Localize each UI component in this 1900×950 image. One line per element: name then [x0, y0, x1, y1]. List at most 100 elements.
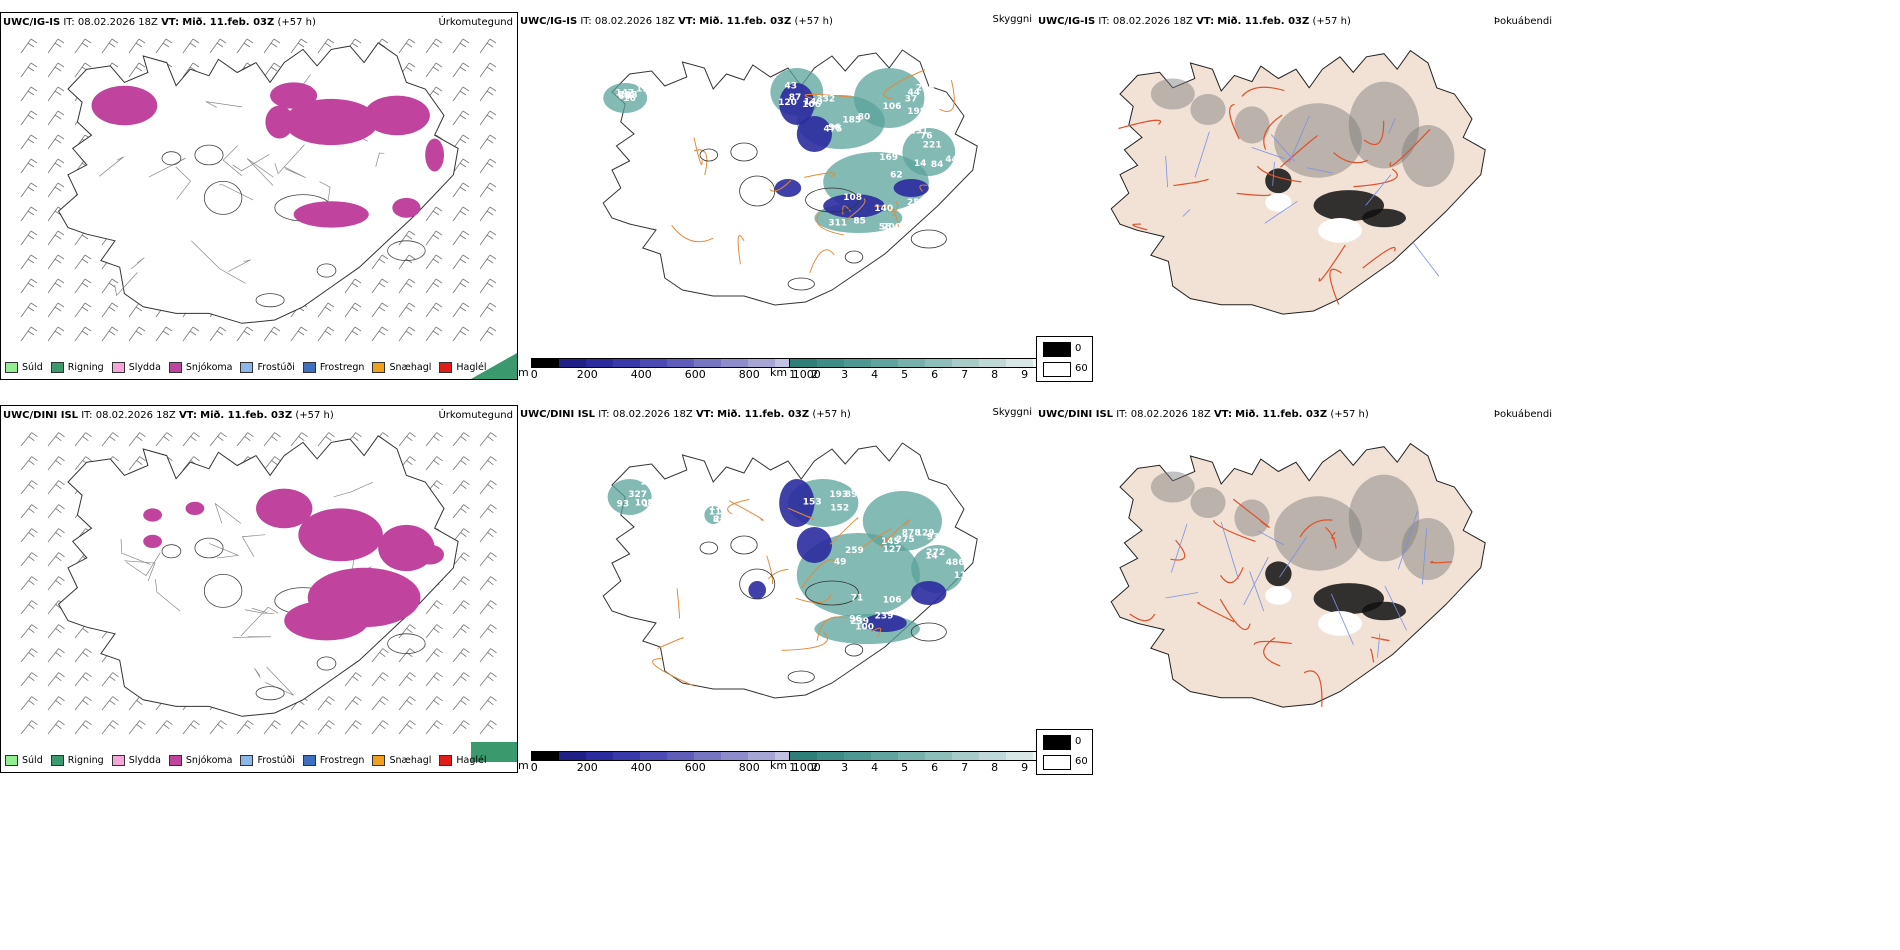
model-name: UWC/IG-IS — [3, 17, 61, 28]
fog-dark-area — [1265, 168, 1406, 228]
legend-swatch — [168, 755, 182, 766]
ceiling-bar-segment — [666, 752, 694, 760]
ceiling-bar-segment — [774, 752, 802, 760]
legend-label: Rigning — [67, 755, 104, 766]
rain-area — [471, 742, 517, 762]
ceiling-label: 44 — [908, 88, 921, 98]
ceiling-label: 153 — [803, 498, 822, 508]
legend-label: Frostregn — [319, 362, 365, 373]
ceiling-label: 259 — [845, 546, 864, 556]
precip-legend-item: Frostúði — [240, 362, 295, 373]
ceiling-label: 225 — [916, 84, 935, 94]
ceiling-bar-tick: 200 — [576, 368, 598, 381]
legend-label: Snæhagl — [389, 755, 432, 766]
ceiling-bar-unit: m — [518, 759, 529, 772]
precip-panel-label: Úrkomutegund — [438, 17, 513, 28]
precip-legend-item: Snjókoma — [168, 362, 232, 373]
visibility-bar-tick: 7 — [961, 368, 969, 381]
valid-time-label: VT: — [178, 410, 197, 421]
legend-swatch — [168, 362, 182, 373]
ceiling-label: 878 — [902, 529, 921, 539]
ceiling-bar-segment — [774, 359, 802, 367]
precip-legend-item: Frostúði — [240, 755, 295, 766]
ceiling-label: 221 — [923, 140, 942, 150]
visibility-bar-tick: 8 — [991, 368, 999, 381]
init-time-value: 08.02.2026 18Z — [1130, 409, 1211, 420]
valid-time-label: VT: — [1213, 409, 1232, 420]
visibility-bar-segment — [898, 752, 926, 760]
ceiling-bar-tick: 400 — [630, 368, 652, 381]
visibility-bar-segment — [925, 752, 953, 760]
visibility-bar-tick: 9 — [1021, 368, 1029, 381]
ceiling-bar-segment — [693, 752, 721, 760]
ceiling-visibility-map: 108 113 89 71 93 14 239 175 215 193 49 145 486 239 327… — [602, 442, 978, 699]
valid-time-label: VT: — [1196, 16, 1215, 27]
visibility-bar-unit: km — [770, 759, 788, 772]
visibility-bar-segment — [871, 752, 899, 760]
legend-swatch — [302, 362, 316, 373]
ceiling-label: 56 — [879, 223, 892, 233]
visibility-bar-segment — [1006, 359, 1034, 367]
ceiling-bar-tick: 1000 — [792, 761, 821, 774]
legend-label: Snjókoma — [185, 755, 233, 766]
ceiling-bar-segment — [747, 752, 775, 760]
legend-swatch — [240, 755, 254, 766]
glaciers-white — [1265, 586, 1362, 704]
visibility-bar-segment — [790, 359, 818, 367]
fog-legend-value-1: 60 — [1075, 363, 1088, 374]
lead-time: (+57 h) — [277, 17, 316, 28]
road-lines — [1129, 498, 1453, 707]
init-time-value: 08.02.2026 18Z — [1112, 16, 1193, 27]
visibility-bar-tick: 3 — [841, 761, 849, 774]
ceiling-visibility-map: 16 43 332 37 25 76 85 64 87 80 44 169 191 56 208 140 185… — [602, 49, 978, 306]
ceiling-label: 8 — [713, 515, 719, 525]
ceiling-label: 96 — [828, 123, 841, 133]
ceiling-label: 239 — [875, 612, 894, 622]
panel-title: UWC/DINI ISL IT: 08.02.2026 18Z VT: Mið.… — [3, 410, 334, 421]
visibility-bar-tick: 2 — [811, 368, 819, 381]
ceiling-bar-segment — [531, 752, 559, 760]
ceiling-label: 71 — [851, 594, 864, 604]
legend-label: Frostúði — [257, 755, 295, 766]
visibility-colorbar: km12345678910 — [770, 358, 1065, 381]
ceiling-label: 127 — [883, 545, 902, 555]
precip-type-map — [20, 38, 517, 379]
legend-label: Rigning — [67, 362, 104, 373]
precip-panel-label: Úrkomutegund — [438, 410, 513, 421]
init-time-label: IT: — [580, 16, 592, 27]
legend-label: Haglél — [456, 755, 487, 766]
model-name: UWC/DINI ISL — [1038, 409, 1114, 420]
ceiling-bar-tick: 800 — [738, 761, 760, 774]
model-name: UWC/IG-IS — [520, 16, 578, 27]
init-time-label: IT: — [1098, 16, 1110, 27]
ceiling-label: 16 — [623, 94, 636, 104]
road-lines — [652, 498, 911, 687]
ceiling-panel-label: Skyggni — [992, 14, 1032, 25]
panel-title: UWC/IG-IS IT: 08.02.2026 18Z VT: Mið. 11… — [520, 16, 833, 27]
valid-time-value: Mið. 11.feb. 03Z — [200, 410, 293, 421]
ceiling-label: 120 — [778, 98, 797, 108]
river-lines — [1165, 116, 1440, 277]
ceiling-label: 147 — [615, 89, 634, 99]
visibility-bar-tick: 7 — [961, 761, 969, 774]
visibility-bar-segment — [844, 359, 872, 367]
ceiling-label: 239 — [850, 617, 869, 627]
fog-panel-label: Þokuábendi — [1493, 409, 1552, 420]
ceiling-label: 327 — [628, 490, 647, 500]
fog-legend-swatch-0 — [1043, 735, 1071, 750]
precip-legend-item: Frostregn — [302, 362, 365, 373]
legend-swatch — [372, 755, 386, 766]
ceiling-bar-tick: 600 — [684, 368, 706, 381]
legend-label: Súld — [22, 362, 43, 373]
ceiling-bar-segment — [720, 359, 748, 367]
init-time-value: 08.02.2026 18Z — [594, 16, 675, 27]
legend-label: Súld — [22, 755, 43, 766]
ceiling-label: 486 — [946, 558, 965, 568]
ceiling-visibility-panel: 108 113 89 71 93 14 239 175 215 193 49 145 486 239 327… — [518, 405, 1065, 774]
init-time-label: IT: — [81, 410, 93, 421]
ceiling-label: 475 — [824, 124, 843, 134]
init-time-label: IT: — [63, 17, 75, 28]
ceiling-bar-segment — [558, 752, 586, 760]
ceiling-bar-tick: 800 — [738, 368, 760, 381]
precip-legend-item: Súld — [5, 755, 43, 766]
